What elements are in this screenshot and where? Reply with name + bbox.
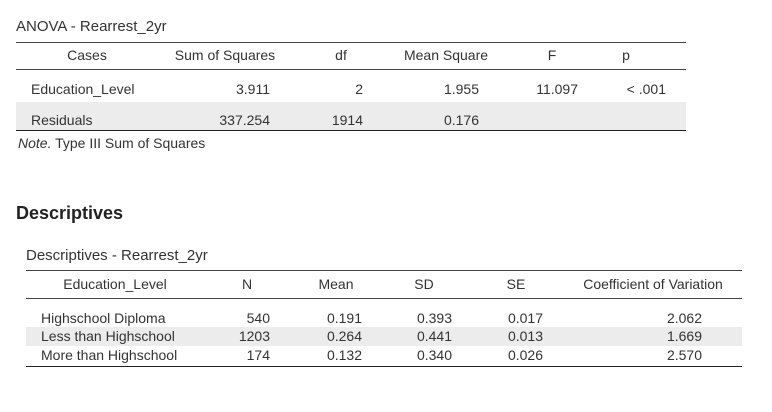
table-cell: 0.264 <box>326 328 362 344</box>
table-row-label: Less than Highschool <box>41 328 175 344</box>
anova-note-text: Type III Sum of Squares <box>51 135 206 151</box>
table-cell: 0.340 <box>416 347 452 363</box>
table-cell: 2.570 <box>666 347 702 363</box>
table-cell: 0.013 <box>507 328 543 344</box>
anova-header-p: p <box>622 47 630 63</box>
descriptives-table-title: Descriptives - Rearrest_2yr <box>26 247 208 264</box>
anova-note-label: Note. <box>18 135 52 151</box>
anova-header-df: df <box>335 47 347 63</box>
descriptives-heading: Descriptives <box>16 203 124 223</box>
table-cell: 0.176 <box>443 112 479 128</box>
table-cell: 3.911 <box>236 81 270 97</box>
table-cell: 2.062 <box>666 310 702 326</box>
anova-note: Note. Type III Sum of Squares <box>18 135 205 151</box>
desc-header-sd: SD <box>414 276 434 292</box>
descriptives-row-shade <box>26 327 742 346</box>
table-cell: 1914 <box>331 112 363 128</box>
table-cell: 0.132 <box>326 347 362 363</box>
table-row-label: Education_Level <box>31 81 135 97</box>
descriptives-bottom-rule <box>26 366 742 367</box>
table-cell: 11.097 <box>536 81 578 97</box>
table-row-label: More than Highschool <box>41 347 178 363</box>
table-cell: 0.191 <box>326 310 362 326</box>
descriptives-top-rule <box>26 270 742 271</box>
table-cell: 0.017 <box>507 310 543 326</box>
anova-header-cases: Cases <box>67 47 107 63</box>
table-cell: 0.026 <box>507 347 543 363</box>
anova-header-mean-square: Mean Square <box>403 47 489 63</box>
table-cell: 2 <box>355 81 363 97</box>
anova-top-rule <box>16 42 686 43</box>
anova-header-sum-of-squares: Sum of Squares <box>174 47 276 63</box>
table-cell: 1.669 <box>666 328 702 344</box>
desc-header-education-level: Education_Level <box>63 276 167 292</box>
desc-header-coefficient-of-variation: Coefficient of Variation <box>583 276 723 292</box>
anova-header-f: F <box>547 47 557 63</box>
table-cell: 337.254 <box>219 112 270 128</box>
table-cell: 1203 <box>238 328 270 344</box>
anova-bottom-rule <box>16 130 686 131</box>
table-cell: 0.441 <box>416 328 452 344</box>
table-row-label: Residuals <box>31 112 93 128</box>
desc-header-se: SE <box>506 276 526 292</box>
desc-header-mean: Mean <box>318 276 354 292</box>
descriptives-header-rule <box>26 298 742 299</box>
table-cell: < .001 <box>626 81 666 97</box>
table-cell: 0.393 <box>416 310 452 326</box>
table-cell: 540 <box>246 310 270 326</box>
table-row-label: Highschool Diploma <box>41 310 166 326</box>
table-cell: 174 <box>246 347 270 363</box>
anova-table-title: ANOVA - Rearrest_2yr <box>16 18 167 35</box>
anova-header-rule <box>16 69 686 70</box>
desc-header-n: N <box>241 276 253 292</box>
table-cell: 1.955 <box>443 81 479 97</box>
anova-row-shade <box>16 102 686 130</box>
